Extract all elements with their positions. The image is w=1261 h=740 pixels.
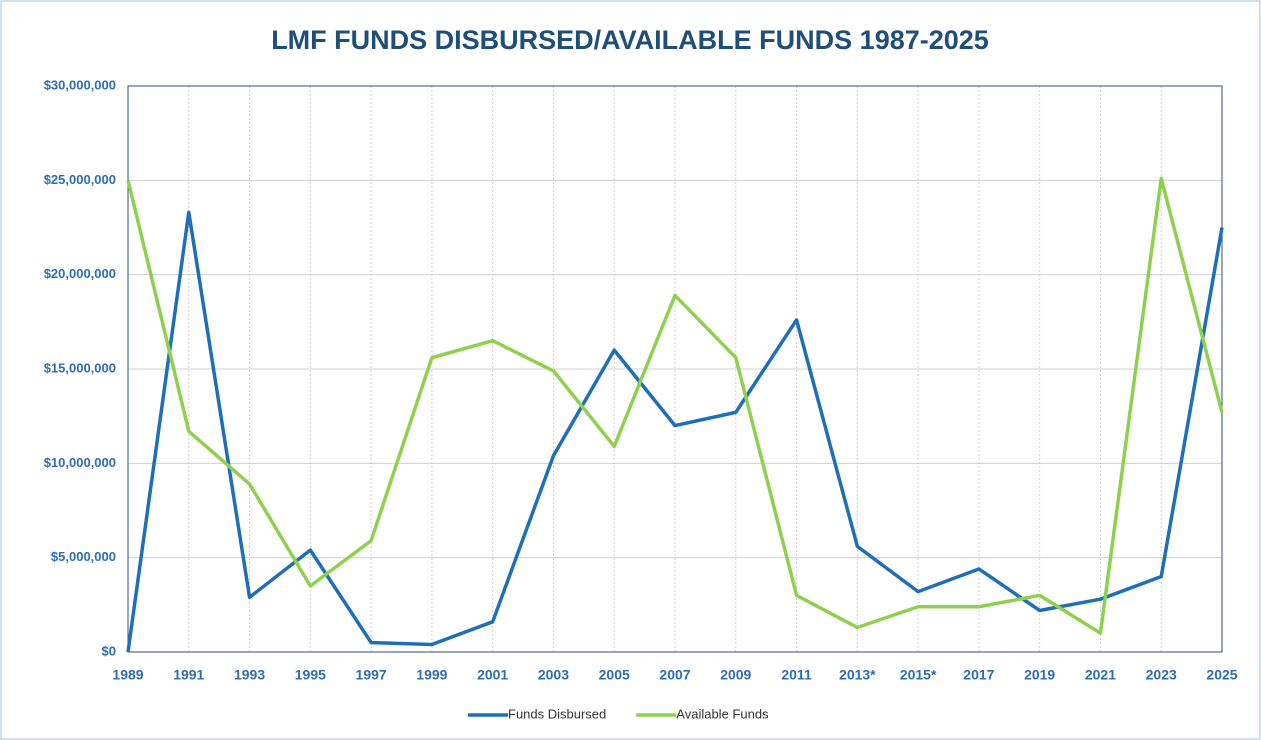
- x-tick-label: 2023: [1146, 667, 1177, 683]
- y-tick-label: $0: [102, 643, 116, 658]
- plot-border: [127, 85, 1223, 653]
- series-line: [126, 210, 1224, 653]
- x-tick-label: 1995: [295, 667, 326, 683]
- x-tick-label: 2007: [659, 667, 690, 683]
- y-tick-label: $15,000,000: [44, 360, 116, 375]
- y-tick-label: $10,000,000: [44, 455, 116, 470]
- x-tick-label: 2019: [1024, 667, 1055, 683]
- x-tick-label: 2009: [720, 667, 751, 683]
- legend-label: Available Funds: [676, 706, 769, 721]
- x-tick-label: 2017: [963, 667, 994, 683]
- y-tick-label: $5,000,000: [51, 549, 116, 564]
- x-tick-label: 1991: [173, 667, 204, 683]
- x-tick-label: 2025: [1206, 667, 1237, 683]
- x-tick-label: 2011: [781, 667, 812, 683]
- series-line: [126, 176, 1224, 635]
- x-tick-label: 2003: [538, 667, 569, 683]
- y-tick-label: $30,000,000: [44, 77, 116, 92]
- x-tick-label: 1997: [356, 667, 387, 683]
- legend-label: Funds Disbursed: [508, 706, 606, 721]
- x-tick-label: 2015*: [900, 667, 937, 683]
- x-tick-label: 2005: [599, 667, 630, 683]
- x-tick-label: 2001: [477, 667, 508, 683]
- x-tick-label: 1989: [112, 667, 143, 683]
- y-tick-label: $25,000,000: [44, 172, 116, 187]
- chart-title: LMF FUNDS DISBURSED/AVAILABLE FUNDS 1987…: [271, 25, 989, 55]
- x-tick-label: 2021: [1085, 667, 1116, 683]
- x-tick-label: 1993: [234, 667, 265, 683]
- x-tick-label: 2013*: [839, 667, 876, 683]
- y-tick-label: $20,000,000: [44, 266, 116, 281]
- x-tick-label: 1999: [416, 667, 447, 683]
